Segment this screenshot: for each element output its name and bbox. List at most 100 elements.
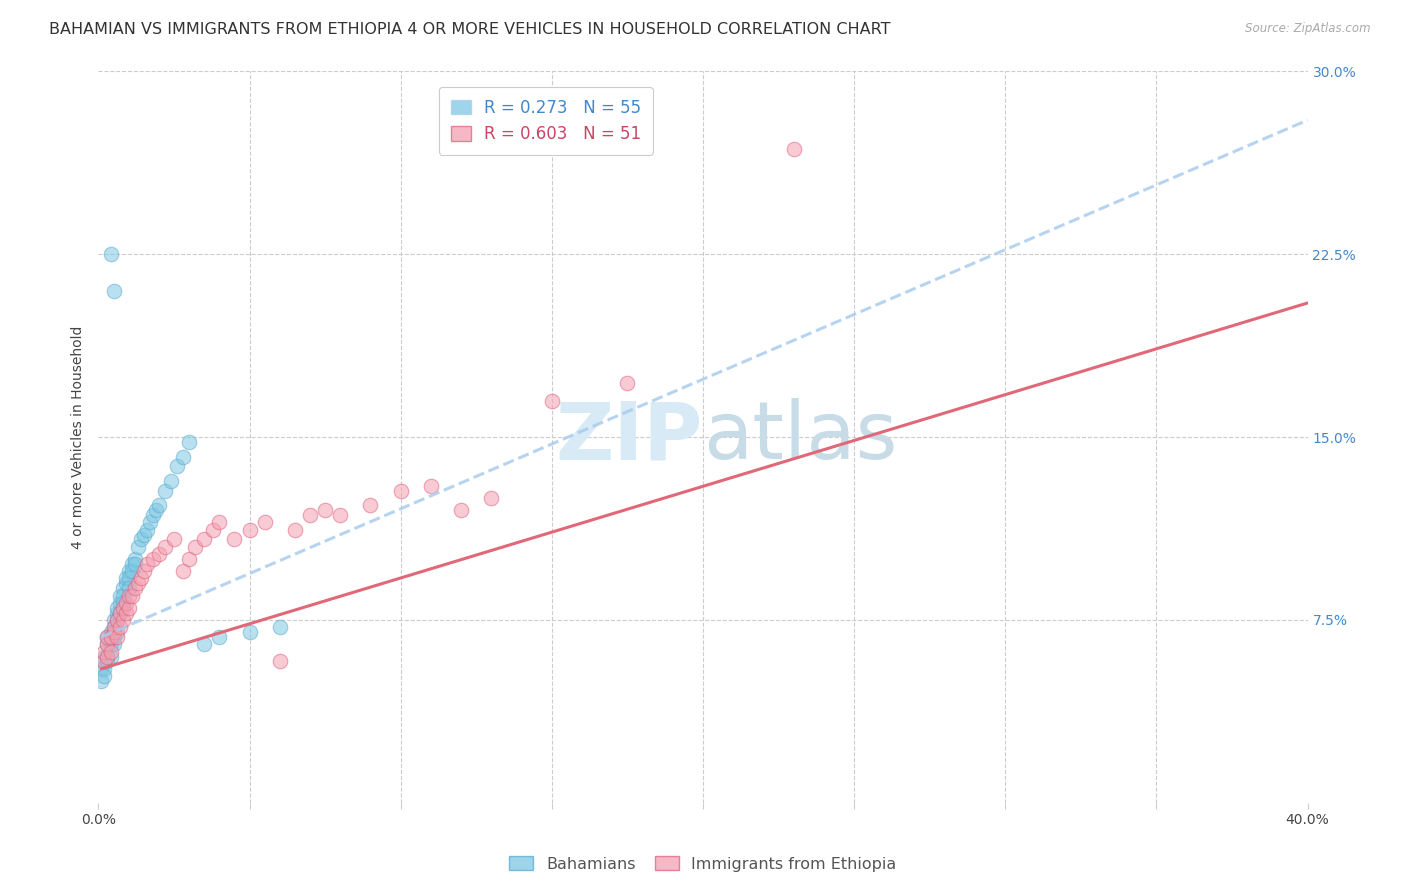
Point <box>96 637 118 651</box>
Point <box>105 613 128 627</box>
Point <box>450 503 472 517</box>
Point <box>118 564 141 578</box>
Point <box>108 606 131 620</box>
Point <box>105 613 128 627</box>
Y-axis label: 4 or more Vehicles in Household: 4 or more Vehicles in Household <box>72 326 86 549</box>
Point <box>135 523 157 537</box>
Legend: R = 0.273   N = 55, R = 0.603   N = 51: R = 0.273 N = 55, R = 0.603 N = 51 <box>439 87 652 154</box>
Point <box>111 613 134 627</box>
Point <box>269 620 291 634</box>
Point <box>481 491 503 505</box>
Point <box>108 606 131 620</box>
Point <box>148 499 170 513</box>
Point <box>153 483 176 498</box>
Point <box>114 576 136 591</box>
Point <box>93 649 115 664</box>
Point <box>100 247 122 261</box>
Point <box>114 572 136 586</box>
Point <box>111 596 134 610</box>
Point <box>103 625 125 640</box>
Point <box>103 637 125 651</box>
Point <box>105 625 128 640</box>
Point <box>239 523 262 537</box>
Point <box>111 589 134 603</box>
Point <box>118 581 141 595</box>
Point <box>124 581 146 595</box>
Point <box>179 552 201 566</box>
Point <box>114 596 136 610</box>
Point <box>121 564 143 578</box>
Point <box>93 654 115 668</box>
Point <box>160 474 183 488</box>
Point <box>118 600 141 615</box>
Point <box>142 508 165 522</box>
Point <box>329 508 352 522</box>
Legend: Bahamians, Immigrants from Ethiopia: Bahamians, Immigrants from Ethiopia <box>502 848 904 880</box>
Point <box>111 600 134 615</box>
Text: ZIP: ZIP <box>555 398 703 476</box>
Point <box>184 540 207 554</box>
Point <box>103 630 125 644</box>
Point <box>114 606 136 620</box>
Point <box>124 557 146 571</box>
Text: atlas: atlas <box>703 398 897 476</box>
Point <box>118 572 141 586</box>
Point <box>121 557 143 571</box>
Point <box>179 434 201 449</box>
Point <box>389 483 412 498</box>
Point <box>360 499 382 513</box>
Point <box>105 630 128 644</box>
Point <box>105 606 128 620</box>
Point <box>108 589 131 603</box>
Point <box>96 649 118 664</box>
Point <box>96 637 118 651</box>
Point <box>193 533 215 547</box>
Point <box>100 630 122 644</box>
Point <box>142 552 165 566</box>
Point <box>166 459 188 474</box>
Point <box>100 625 122 640</box>
Point <box>269 654 291 668</box>
Point <box>96 649 118 664</box>
Point <box>105 600 128 615</box>
Point <box>148 547 170 561</box>
Point <box>208 630 231 644</box>
Point <box>100 630 122 644</box>
Point <box>314 503 336 517</box>
Point <box>100 649 122 664</box>
Point <box>90 673 112 688</box>
Point <box>93 662 115 676</box>
Point <box>253 516 276 530</box>
Point <box>129 572 152 586</box>
Point <box>284 523 307 537</box>
Point <box>145 503 167 517</box>
Point <box>93 645 115 659</box>
Point <box>124 552 146 566</box>
Point <box>163 533 186 547</box>
Point <box>202 523 225 537</box>
Point <box>90 662 112 676</box>
Point <box>239 625 262 640</box>
Point <box>121 589 143 603</box>
Point <box>132 564 155 578</box>
Point <box>103 620 125 634</box>
Point <box>111 581 134 595</box>
Point <box>172 564 194 578</box>
Point <box>299 508 322 522</box>
Point <box>783 142 806 156</box>
Point <box>100 645 122 659</box>
Point <box>616 376 638 391</box>
Point <box>103 613 125 627</box>
Point <box>103 284 125 298</box>
Point <box>153 540 176 554</box>
Point <box>135 557 157 571</box>
Point <box>96 630 118 644</box>
Text: BAHAMIAN VS IMMIGRANTS FROM ETHIOPIA 4 OR MORE VEHICLES IN HOUSEHOLD CORRELATION: BAHAMIAN VS IMMIGRANTS FROM ETHIOPIA 4 O… <box>49 22 891 37</box>
Point <box>100 637 122 651</box>
Point <box>132 527 155 541</box>
Point <box>108 596 131 610</box>
Point <box>172 450 194 464</box>
Point <box>96 630 118 644</box>
Point <box>96 654 118 668</box>
Text: Source: ZipAtlas.com: Source: ZipAtlas.com <box>1246 22 1371 36</box>
